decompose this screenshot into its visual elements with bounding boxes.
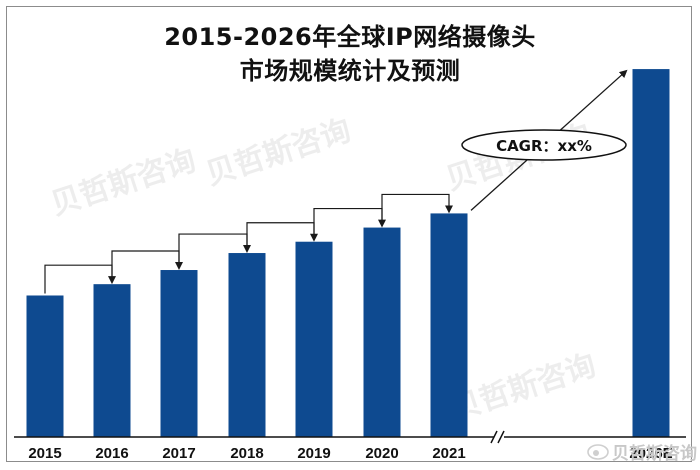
chart-title: 2015-2026年全球IP网络摄像头 市场规模统计及预测 bbox=[80, 20, 620, 88]
bar-2016 bbox=[93, 284, 131, 437]
x-tick-label: 2017 bbox=[162, 445, 195, 462]
social-watermark: 贝哲斯咨询 bbox=[587, 443, 697, 464]
watermark-text: 贝哲斯咨询 bbox=[447, 348, 600, 428]
bar-2021 bbox=[430, 213, 468, 437]
watermark-text: 贝哲斯咨询 bbox=[202, 113, 355, 193]
chart-title-line-2: 市场规模统计及预测 bbox=[239, 57, 461, 85]
bar-2015 bbox=[26, 295, 64, 437]
cagr-ellipse bbox=[461, 129, 627, 161]
axis-break-mark bbox=[490, 430, 498, 444]
growth-connector-arrow bbox=[381, 193, 453, 226]
bar-2017 bbox=[160, 270, 198, 437]
x-tick-label: 2018 bbox=[230, 445, 263, 462]
x-tick-label: 2015 bbox=[28, 445, 61, 462]
watermark-text: 贝哲斯咨询 bbox=[47, 143, 200, 223]
bar-2026E bbox=[632, 69, 670, 437]
axis-break-mark bbox=[497, 430, 505, 444]
bar-2019 bbox=[295, 241, 333, 437]
cagr-annotation: CAGR：xx% bbox=[496, 137, 592, 155]
x-tick-label: 2026E bbox=[629, 445, 672, 462]
x-tick-label: 2021 bbox=[432, 445, 465, 462]
chart-title-line-1: 2015-2026年全球IP网络摄像头 bbox=[164, 23, 536, 51]
bar-2018 bbox=[228, 253, 266, 437]
x-tick-label: 2016 bbox=[95, 445, 128, 462]
weibo-icon bbox=[587, 444, 609, 460]
bar-2020 bbox=[363, 227, 401, 437]
x-tick-label: 2019 bbox=[297, 445, 330, 462]
social-watermark-text: 贝哲斯咨询 bbox=[612, 443, 697, 464]
x-tick-label: 2020 bbox=[365, 445, 398, 462]
